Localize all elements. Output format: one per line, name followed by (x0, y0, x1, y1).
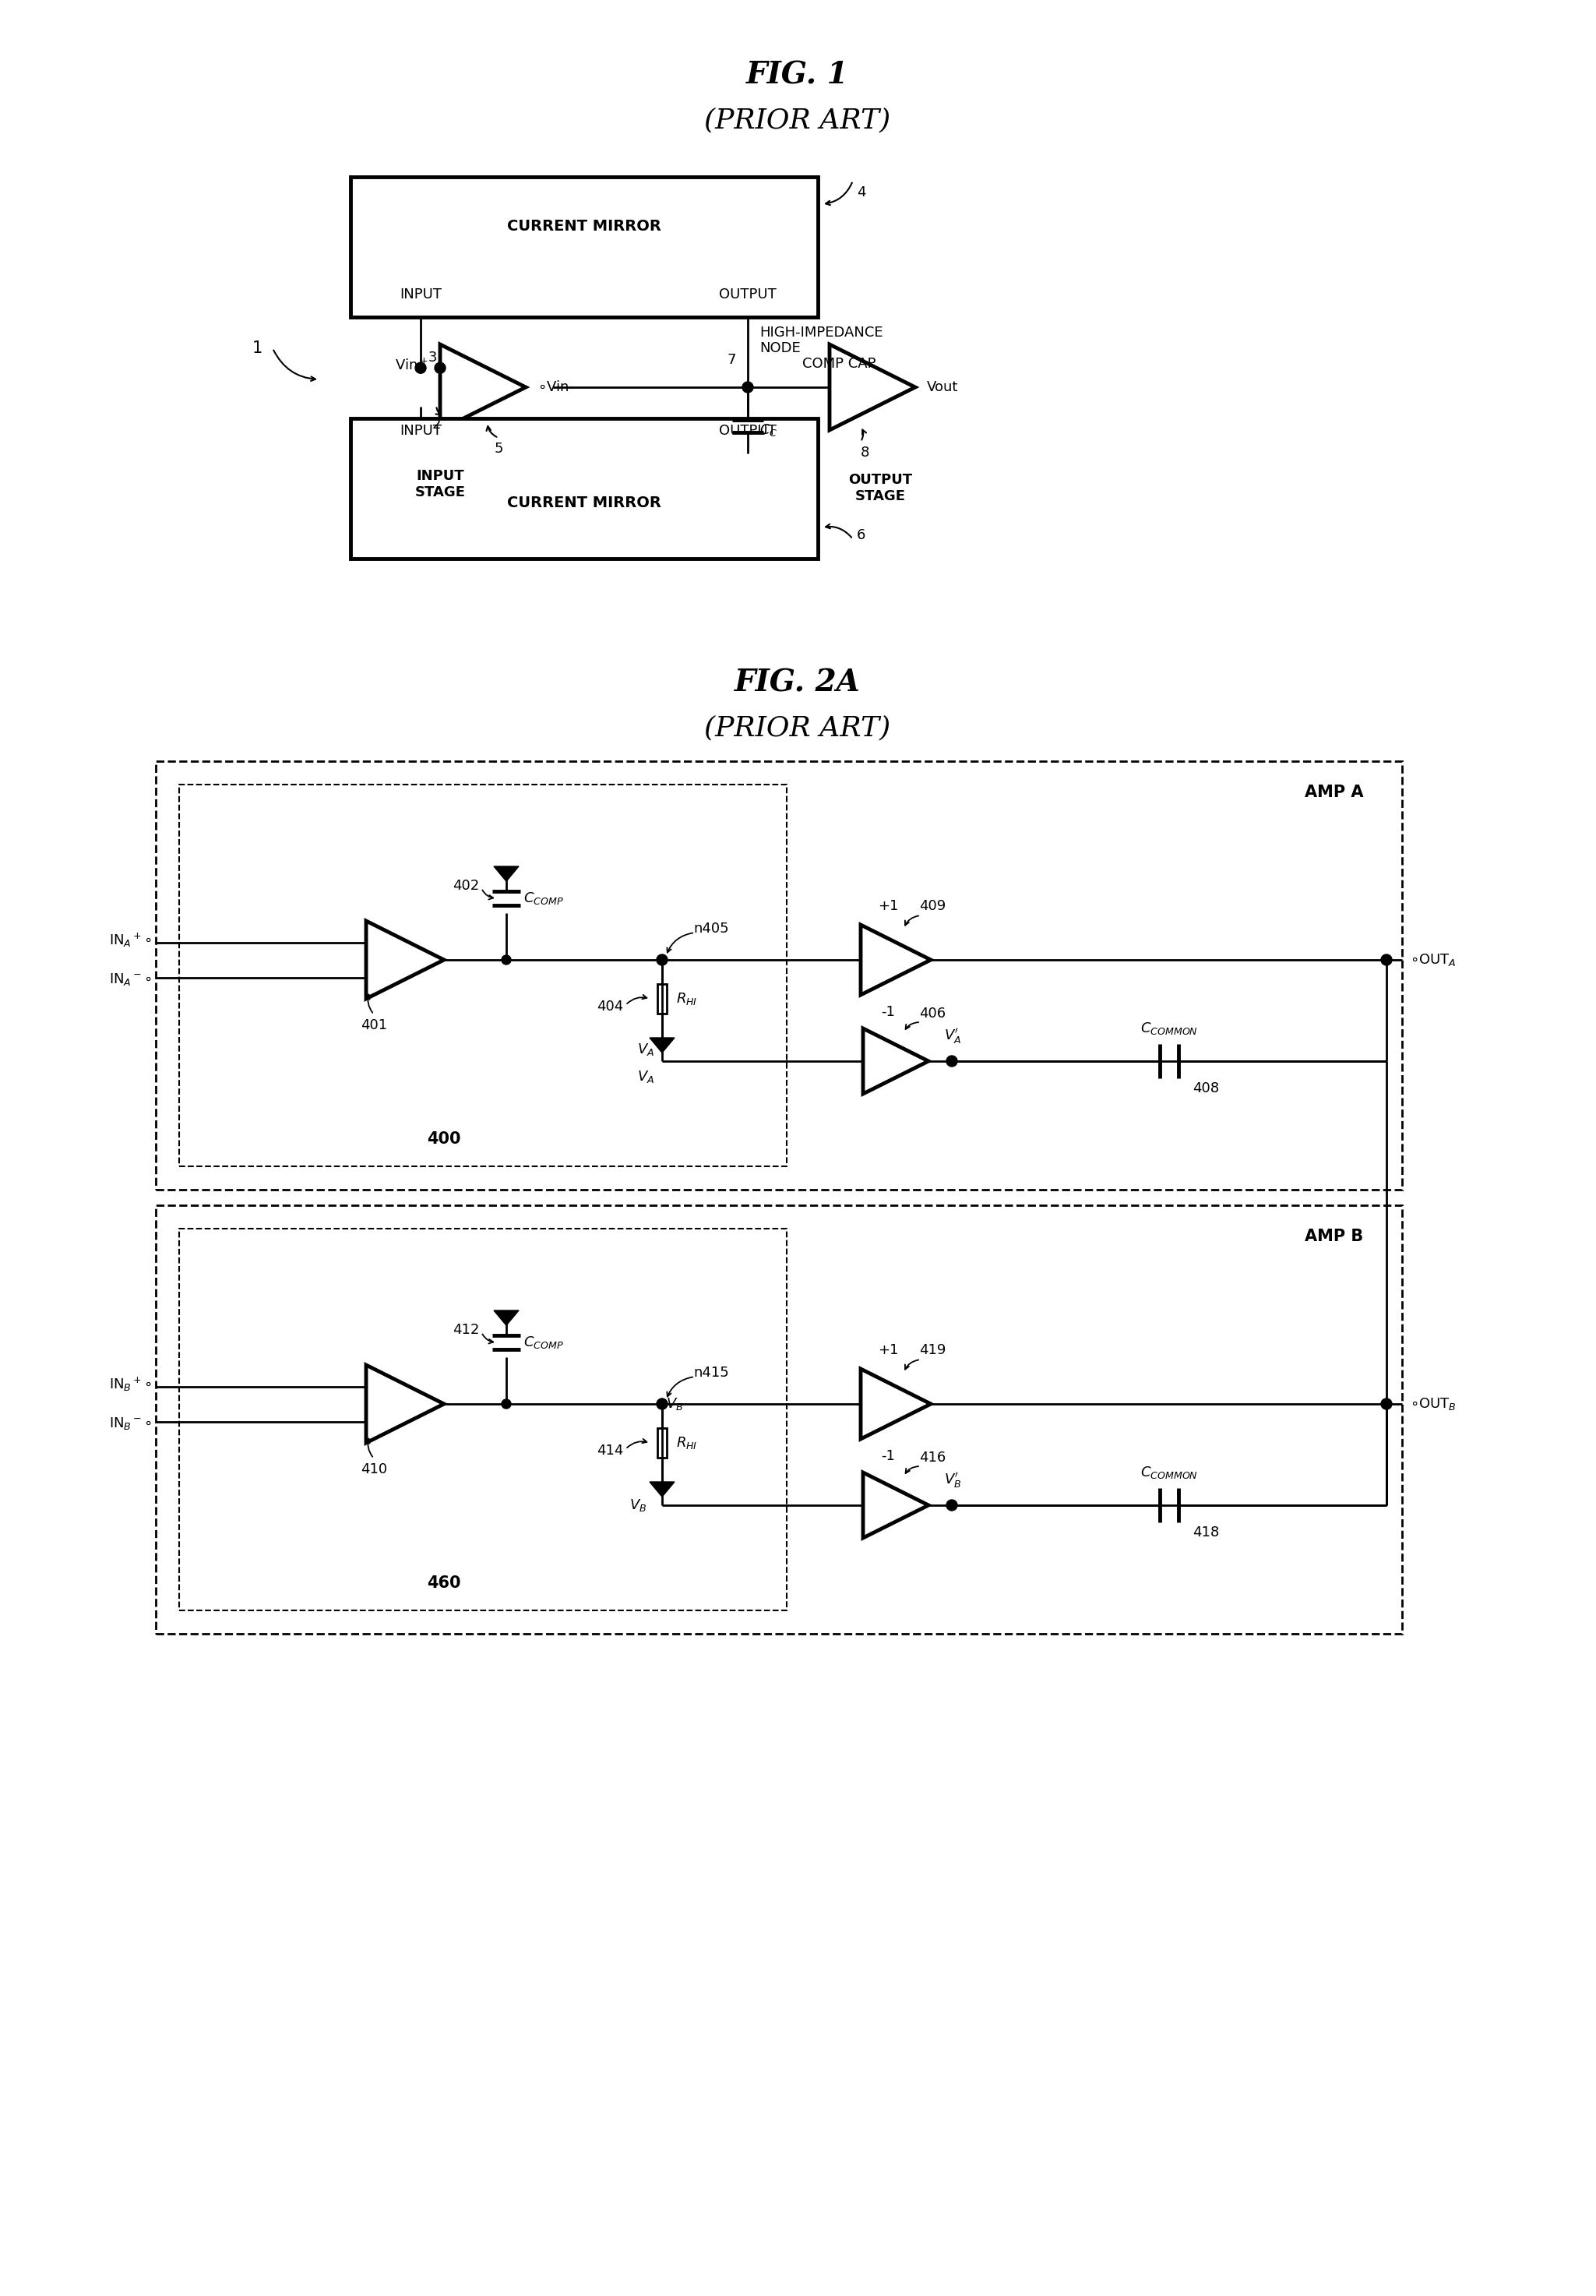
Circle shape (501, 955, 511, 964)
Text: $\circ$Vin-: $\circ$Vin- (538, 381, 575, 395)
Circle shape (1381, 955, 1392, 964)
Circle shape (656, 1398, 667, 1410)
Text: 409: 409 (919, 900, 946, 914)
Text: 8: 8 (860, 445, 870, 459)
Text: 400: 400 (428, 1132, 461, 1146)
Text: OUTPUT
STAGE: OUTPUT STAGE (847, 473, 913, 503)
Bar (658, 985, 667, 1013)
Text: $C_{COMMON}$: $C_{COMMON}$ (1140, 1022, 1199, 1035)
Text: 412: 412 (452, 1322, 479, 1336)
Text: OUTPUT: OUTPUT (720, 425, 777, 439)
Text: FIG. 1: FIG. 1 (747, 60, 849, 90)
Circle shape (501, 1398, 511, 1410)
Text: 408: 408 (1192, 1081, 1219, 1095)
Text: AMP B: AMP B (1304, 1228, 1363, 1244)
Text: IN$_B$$^-$$\circ$: IN$_B$$^-$$\circ$ (109, 1417, 152, 1430)
Circle shape (434, 363, 445, 374)
Text: Vin$^+$: Vin$^+$ (396, 358, 428, 374)
Text: CURRENT MIRROR: CURRENT MIRROR (508, 496, 661, 510)
Text: $\circ$OUT$_B$: $\circ$OUT$_B$ (1409, 1396, 1456, 1412)
Text: 4: 4 (857, 186, 865, 200)
Text: $C_{COMP}$: $C_{COMP}$ (523, 1334, 563, 1350)
Text: $V_A$: $V_A$ (637, 1070, 654, 1084)
Text: 401: 401 (361, 1019, 388, 1033)
Text: $C_{COMMON}$: $C_{COMMON}$ (1140, 1465, 1199, 1481)
Text: +1: +1 (878, 1343, 899, 1357)
Bar (156, 1205, 1401, 1635)
Text: COMP CAP: COMP CAP (803, 356, 876, 372)
Text: OUTPUT: OUTPUT (720, 287, 777, 301)
Text: $\circ$OUT$_A$: $\circ$OUT$_A$ (1409, 953, 1456, 967)
Text: 406: 406 (919, 1006, 946, 1022)
Bar (351, 177, 817, 317)
Text: (PRIOR ART): (PRIOR ART) (704, 106, 891, 133)
Polygon shape (650, 1481, 675, 1497)
Text: 419: 419 (919, 1343, 946, 1357)
Circle shape (742, 381, 753, 393)
Circle shape (1381, 1398, 1392, 1410)
Text: $V_A$: $V_A$ (637, 1042, 654, 1056)
Text: $C_{COMP}$: $C_{COMP}$ (523, 891, 563, 907)
Bar (156, 762, 1401, 1189)
Text: $V_B$: $V_B$ (629, 1497, 646, 1513)
Text: $V_B'$: $V_B'$ (945, 1472, 961, 1490)
Text: IN$_B$$^+$$\circ$: IN$_B$$^+$$\circ$ (109, 1375, 152, 1394)
Bar (351, 418, 817, 558)
Text: IN$_A$$^+$$\circ$: IN$_A$$^+$$\circ$ (109, 932, 152, 948)
Text: n415: n415 (693, 1366, 729, 1380)
Polygon shape (734, 452, 761, 471)
Text: 460: 460 (428, 1575, 461, 1591)
Polygon shape (650, 1038, 675, 1054)
Circle shape (656, 955, 667, 964)
Text: $C_C$: $C_C$ (760, 422, 777, 439)
Text: Vout: Vout (927, 381, 958, 395)
Text: AMP A: AMP A (1304, 785, 1363, 799)
Text: $R_{HI}$: $R_{HI}$ (677, 1435, 697, 1451)
Bar (179, 785, 787, 1166)
Text: 402: 402 (452, 879, 479, 893)
Text: 2: 2 (431, 418, 440, 432)
Circle shape (415, 363, 426, 374)
Text: 6: 6 (857, 528, 865, 542)
Text: 418: 418 (1192, 1525, 1219, 1541)
Text: 1: 1 (252, 340, 262, 356)
Text: 416: 416 (919, 1451, 946, 1465)
Text: HIGH-IMPEDANCE
NODE: HIGH-IMPEDANCE NODE (760, 326, 883, 356)
Text: FIG. 2A: FIG. 2A (734, 668, 860, 698)
Text: 7: 7 (728, 354, 736, 367)
Polygon shape (493, 1311, 519, 1325)
Text: -1: -1 (881, 1449, 895, 1463)
Text: INPUT: INPUT (399, 425, 442, 439)
Text: 404: 404 (597, 999, 622, 1013)
Bar (658, 1428, 667, 1458)
Text: -1: -1 (881, 1006, 895, 1019)
Text: $V_B$: $V_B$ (666, 1396, 683, 1412)
Text: INPUT: INPUT (399, 287, 442, 301)
Text: CURRENT MIRROR: CURRENT MIRROR (508, 218, 661, 234)
Text: INPUT
STAGE: INPUT STAGE (415, 468, 466, 498)
Text: $V_A'$: $V_A'$ (945, 1026, 961, 1045)
Text: 5: 5 (495, 441, 503, 457)
Text: 414: 414 (597, 1444, 622, 1458)
Bar (179, 1228, 787, 1609)
Text: 3: 3 (428, 351, 437, 365)
Circle shape (946, 1499, 958, 1511)
Circle shape (946, 1056, 958, 1068)
Polygon shape (493, 866, 519, 882)
Text: +1: +1 (878, 900, 899, 914)
Text: IN$_A$$^-$$\circ$: IN$_A$$^-$$\circ$ (109, 971, 152, 987)
Text: n405: n405 (693, 921, 729, 937)
Text: (PRIOR ART): (PRIOR ART) (704, 714, 891, 742)
Text: 410: 410 (361, 1463, 388, 1476)
Text: $R_{HI}$: $R_{HI}$ (677, 992, 697, 1006)
